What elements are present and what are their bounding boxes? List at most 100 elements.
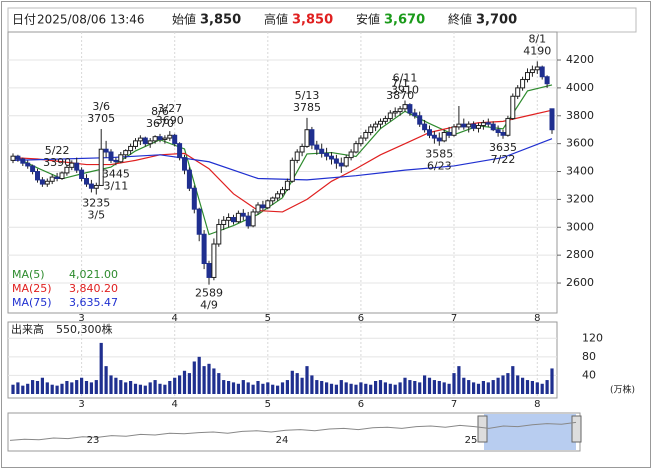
date: 2025/08/06 13:46 [37, 13, 145, 27]
candle-body [333, 158, 339, 164]
candle-body [466, 123, 472, 128]
volume-bar [418, 382, 422, 394]
date-label: 日付 [12, 13, 36, 27]
x-tick-label: 5 [265, 399, 271, 410]
volume-bar [31, 380, 35, 394]
candle-body [368, 126, 374, 133]
navigator-label: 23 [87, 435, 100, 446]
volume-bar [374, 380, 378, 394]
volume-bar [383, 382, 387, 394]
annotation-date: 4/9 [200, 299, 218, 312]
volume-bar [21, 385, 25, 394]
volume-bar [261, 383, 265, 394]
candle-body [240, 212, 246, 217]
candle-body [373, 123, 379, 128]
navigator-window[interactable] [484, 414, 576, 450]
annotation-value: 4190 [523, 44, 551, 57]
candle-body [495, 129, 501, 133]
candle-body [211, 243, 217, 278]
legend-name: MA(25) [12, 282, 52, 295]
candle-body [108, 151, 114, 161]
candle-body [186, 169, 192, 189]
candle-body [79, 169, 85, 179]
volume-bar [173, 377, 177, 394]
candle-body [510, 95, 516, 120]
volume-bar [295, 373, 299, 394]
volume-bar [530, 380, 534, 394]
candle-body [348, 151, 354, 159]
legend-value: 3,840.20 [69, 282, 118, 295]
candle-body [177, 143, 183, 159]
volume-bar [276, 385, 280, 394]
candle-body [15, 155, 21, 160]
volume-bar [207, 363, 211, 394]
annotation-date: 5/22 [45, 144, 70, 157]
volume-bar [158, 383, 162, 394]
volume-bar [16, 382, 20, 394]
open-label: 始値 [172, 12, 196, 27]
volume-bar [192, 361, 196, 394]
volume-bar [26, 383, 30, 394]
candle-body [324, 152, 330, 157]
volume-bar [393, 384, 397, 394]
annotation-date: 8/1 [528, 32, 546, 45]
candle-body [157, 136, 163, 140]
volume-bar [119, 380, 123, 394]
volume-bar [452, 373, 456, 394]
candle-body [206, 263, 212, 278]
y-tick-label: 3200 [566, 192, 594, 205]
volume-tick-label: 80 [582, 350, 596, 363]
volume-bar [325, 382, 329, 394]
volume-bar [378, 380, 383, 394]
volume-bar [75, 380, 79, 394]
annotation-value: 3235 [82, 197, 110, 210]
volume-bar [65, 380, 69, 394]
annotation-date: 5/13 [295, 89, 320, 102]
volume-bar [138, 384, 142, 394]
candle-body [544, 76, 550, 85]
volume-bar [70, 382, 74, 394]
volume-bar [521, 377, 525, 394]
volume-bar [462, 377, 466, 394]
volume-bar [315, 380, 319, 394]
volume-bar [133, 383, 138, 394]
nav-handle[interactable] [571, 415, 582, 443]
volume-bar [516, 375, 520, 394]
volume-title: 出来高 [11, 322, 44, 336]
annotation-value: 3585 [425, 148, 453, 161]
x-tick-label: 8 [534, 313, 540, 324]
nav-handle[interactable] [477, 415, 488, 443]
x-tick-label: 8 [534, 399, 540, 410]
volume-bar [124, 382, 128, 394]
candle-body [25, 162, 31, 167]
annotation-date: 3/6 [92, 100, 110, 113]
navigator-label: 25 [465, 435, 478, 446]
candle-body [387, 112, 393, 120]
candle-body [294, 151, 300, 161]
volume-bar [369, 384, 373, 394]
volume-bar [388, 383, 392, 394]
volume-bar [104, 366, 108, 394]
candle-body [118, 154, 124, 163]
volume-bar [427, 377, 432, 394]
candle-body [446, 131, 452, 136]
volume-bar [222, 380, 226, 394]
x-tick-label: 3 [78, 313, 84, 324]
x-tick-label: 7 [451, 399, 457, 410]
volume-bar [467, 380, 471, 394]
volume-bar [35, 380, 40, 394]
volume-bar [80, 377, 84, 394]
candle-body [250, 211, 256, 227]
candle-body [476, 125, 481, 129]
candle-body [500, 131, 506, 136]
candle-body [382, 118, 388, 122]
candle-body [64, 166, 70, 174]
x-tick-label: 4 [172, 313, 178, 324]
candle-body [54, 176, 60, 179]
close: 3,700 [476, 13, 517, 28]
volume-bar [472, 382, 476, 394]
candle-body [39, 179, 45, 185]
candle-body [123, 150, 129, 156]
candle-body [456, 123, 462, 128]
candle-body [319, 148, 325, 154]
